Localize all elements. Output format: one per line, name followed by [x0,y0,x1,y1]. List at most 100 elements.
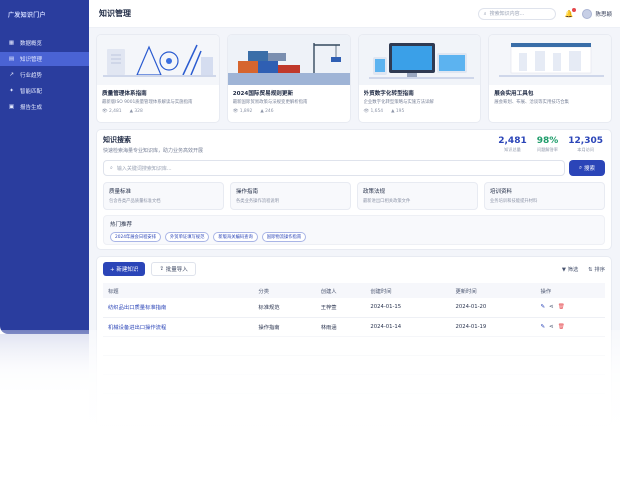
card-illustration-devices [358,35,481,85]
card-description: 最新国际贸易政策与法规变更解析指南 [232,100,308,105]
edit-icon[interactable]: ✎ [540,323,546,330]
filter-button[interactable]: ▼ 筛选 [561,267,579,273]
category-name: 政策法规 [363,189,386,195]
notification-bell-icon[interactable]: 🔔 [565,7,577,18]
row-updated: 2024-01-19 [450,317,536,337]
category-card[interactable]: 质量标准 包含各类产品质量标准文档 [103,182,224,210]
hot-tag[interactable]: 国际物流操作指南 [261,232,307,242]
sort-icon: ⇅ [588,267,595,273]
category-card[interactable]: 培训资料 业务培训和技能提升材料 [484,182,605,210]
sidebar-nav: ▦ 数据概览 ▤ 知识管理 ↗ 行业趋势 ✦ 智能匹配 ▣ 报告生成 [0,36,89,114]
book-icon: ▤ [8,56,15,62]
knowledge-search-input[interactable]: ⌕ 输入关键词搜索知识库... [103,160,565,176]
card-title: 展会实用工具包 [494,91,534,97]
sidebar-item-knowledge[interactable]: ▤ 知识管理 [0,52,89,66]
row-actions: ✎ ⋖ 🗑 [535,317,605,337]
knowledge-search-panel: 知识搜索 快速检索海量专业知识库，助力业务高效开展 2,481 知识总量 98%… [96,129,612,250]
brand-logo: 广发知识门户 [8,11,46,19]
sidebar-item-report[interactable]: ▣ 报告生成 [0,100,89,114]
search-button-label: 搜索 [584,166,596,172]
knowledge-card[interactable]: 展会实用工具包 展会筹划、布展、洽谈等实用技巧合集 [488,34,612,123]
category-card[interactable]: 政策法规 最新进出口相关政策文件 [357,182,478,210]
notification-dot [572,7,577,12]
search-icon: ⌕ [578,164,583,171]
card-title: 外贸数字化转型指南 [363,91,414,97]
table-row: 机械设备进出口操作流程 操作指南 林雨涵 2024-01-14 2024-01-… [103,317,605,337]
sidebar-item-match[interactable]: ✦ 智能匹配 [0,84,89,98]
delete-icon[interactable]: 🗑 [557,323,565,330]
report-icon: ▣ [8,104,15,110]
sidebar-item-overview[interactable]: ▦ 数据概览 [0,36,89,50]
table-toolbar: + 新建知识 ⇪ 批量导入 ▼ 筛选 ⇅ 排序 [103,261,605,277]
sidebar-item-label: 智能匹配 [20,89,43,95]
table-controls: ▼ 筛选 ⇅ 排序 [562,265,605,273]
thumb-up-icon: ▲ [129,109,133,114]
knowledge-table-card: + 新建知识 ⇪ 批量导入 ▼ 筛选 ⇅ 排序 标题 分类 创建人 创建时间 更… [96,256,612,426]
stat-answer-rate: 98% 问题解答率 [537,136,559,153]
sidebar-item-label: 行业趋势 [20,73,43,79]
search-icon: ⌕ [110,165,113,171]
sidebar-item-trends[interactable]: ↗ 行业趋势 [0,68,89,82]
knowledge-card[interactable]: 2024国际贸易规则更新 最新国际贸易政策与法规变更解析指南 👁 1,892 ▲… [226,34,351,123]
user-name: 陈思颖 [595,11,612,18]
category-grid: 质量标准 包含各类产品质量标准文档 操作指南 各类业务操作流程说明 政策法规 最… [103,182,605,210]
top-bar: 知识管理 ⌕ 搜索知识内容... 🔔 陈思颖 [89,0,620,28]
featured-cards: 质量管理体系指南 最新版ISO 9001质量管理体系解读与实施指南 👁 2,48… [96,34,612,123]
column-header: 创建人 [315,283,366,298]
search-button[interactable]: ⌕ 搜索 [569,160,605,176]
batch-import-button[interactable]: ⇪ 批量导入 [151,262,196,276]
delete-icon[interactable]: 🗑 [557,304,565,311]
filter-icon: ▼ [561,267,568,273]
main-content: 质量管理体系指南 最新版ISO 9001质量管理体系解读与实施指南 👁 2,48… [89,28,620,500]
views-count: 👁 2,481 [102,109,122,114]
table-row: 纺织品出口质量标准指南 标准规范 王梓萱 2024-01-15 2024-01-… [103,298,605,318]
eye-icon: 👁 [232,109,239,114]
hot-recommendations: 热门推荐 2024年展会日程安排 外贸单证填写规范 新版海关编码查询 国际物流操… [103,215,605,245]
likes-count: ▲ 328 [129,109,143,114]
row-creator: 王梓萱 [315,298,366,318]
dashboard-icon: ▦ [8,40,15,46]
card-illustration-engineering [97,35,219,85]
avatar [582,8,593,19]
category-name: 操作指南 [236,189,259,195]
column-header: 分类 [253,283,316,298]
sidebar-item-label: 知识管理 [20,57,43,63]
views-count: 👁 1,654 [363,109,384,114]
share-icon[interactable]: ⋖ [549,323,554,330]
card-illustration-port [227,35,350,85]
edit-icon[interactable]: ✎ [540,304,546,311]
knowledge-card[interactable]: 外贸数字化转型指南 企业数字化转型策略与实施方法详解 👁 1,654 ▲ 195 [357,34,482,123]
stat-label: 问题解答率 [537,147,558,152]
sidebar: 广发知识门户 ▦ 数据概览 ▤ 知识管理 ↗ 行业趋势 ✦ 智能匹配 ▣ 报告生… [0,0,89,334]
table-row-faded [103,374,605,394]
category-desc: 最新进出口相关政策文件 [363,199,411,204]
knowledge-card[interactable]: 质量管理体系指南 最新版ISO 9001质量管理体系解读与实施指南 👁 2,48… [96,34,220,123]
category-card[interactable]: 操作指南 各类业务操作流程说明 [230,182,351,210]
category-desc: 包含各类产品质量标准文档 [109,199,161,204]
hot-tag[interactable]: 外贸单证填写规范 [165,232,210,242]
category-name: 质量标准 [109,189,132,195]
column-header: 创建时间 [365,283,451,298]
card-meta: 👁 1,654 ▲ 195 [364,109,476,114]
new-knowledge-button[interactable]: + 新建知识 [103,262,146,276]
user-menu[interactable]: 陈思颖 [582,8,612,19]
row-title-link[interactable]: 纺织品出口质量标准指南 [103,298,254,318]
row-category: 标准规范 [253,298,316,318]
sort-button[interactable]: ⇅ 排序 [588,267,605,273]
knowledge-table: 标题 分类 创建人 创建时间 更新时间 操作 纺织品出口质量标准指南 标准规范 … [103,283,605,394]
search-icon: ⌕ [483,10,487,17]
table-header-row: 标题 分类 创建人 创建时间 更新时间 操作 [103,283,605,298]
row-title-link[interactable]: 机械设备进出口操作流程 [103,317,254,337]
stat-label: 知识总量 [504,147,521,152]
global-search-input[interactable]: ⌕ 搜索知识内容... [477,7,556,20]
page-title: 知识管理 [99,9,131,18]
search-placeholder: 搜索知识内容... [489,11,525,17]
search-row: ⌕ 输入关键词搜索知识库... ⌕ 搜索 [103,160,605,176]
hot-tag[interactable]: 新版海关编码查询 [213,232,258,242]
upload-icon: ⇪ [159,266,166,272]
stat-label: 本月访问 [577,147,595,152]
share-icon[interactable]: ⋖ [549,304,554,311]
table-row-faded [103,355,605,375]
hot-tag[interactable]: 2024年展会日程安排 [110,232,162,242]
likes-count: ▲ 246 [260,109,274,114]
